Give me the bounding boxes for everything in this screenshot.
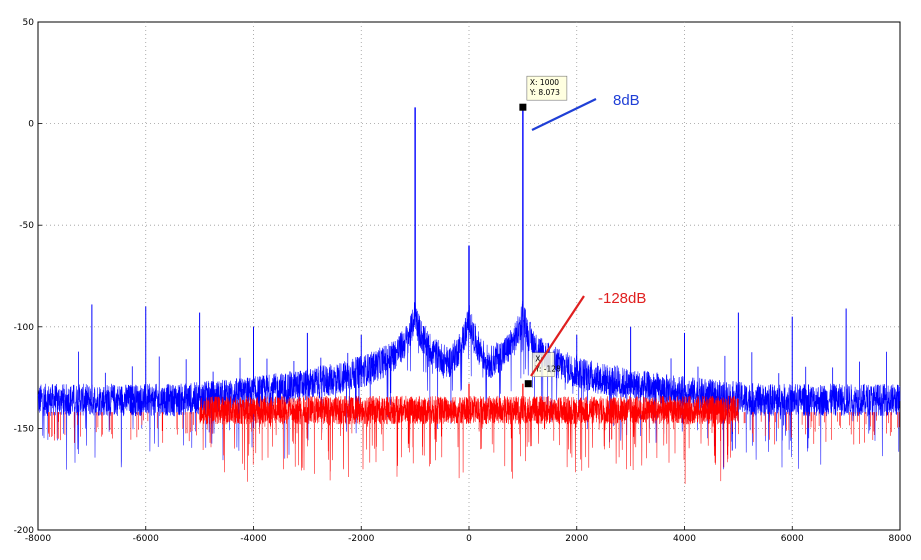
y-tick-label: -50 [19, 221, 34, 231]
y-tick-label: -100 [14, 323, 35, 333]
y-tick-label: -200 [14, 526, 35, 536]
datatip-y: Y: 8.073 [529, 88, 560, 97]
axis-ticks: -8000 -6000 -4000 -2000 0 2000 4000 6000 8000 50 0… [14, 18, 912, 544]
annotation-8db-label: 8dB [613, 92, 640, 109]
datatip-box [531, 352, 555, 377]
traces [37, 107, 901, 484]
annotations: 8dB -128dB [530, 92, 646, 377]
x-tick-label: 4000 [673, 534, 696, 544]
x-tick-label: -6000 [133, 534, 159, 544]
annotation-128db-label: -128dB [598, 290, 646, 307]
datatip-marker[interactable] [519, 103, 527, 111]
annotation-128db-pointer [530, 295, 585, 377]
y-tick-label: -150 [14, 424, 35, 434]
x-tick-label: 0 [466, 534, 472, 544]
datatip-x: X: 1000 [530, 78, 559, 87]
datatip-y: Y: -128 [534, 365, 561, 374]
x-tick-label: -8000 [25, 534, 51, 544]
x-tick-label: -2000 [348, 534, 374, 544]
datatip-box [526, 75, 568, 101]
red-noise-trace [199, 395, 739, 484]
x-tick-label: 2000 [565, 534, 588, 544]
x-tick-label: 8000 [889, 534, 912, 544]
annotation-8db-pointer [531, 98, 597, 131]
x-tick-label: 6000 [781, 534, 804, 544]
datatip-marker[interactable] [524, 380, 532, 388]
grid-lines [38, 22, 900, 530]
y-tick-label: 50 [23, 18, 35, 28]
datatip-x: X: [535, 355, 543, 364]
x-tick-label: -4000 [240, 534, 266, 544]
y-tick-label: 0 [28, 120, 34, 130]
